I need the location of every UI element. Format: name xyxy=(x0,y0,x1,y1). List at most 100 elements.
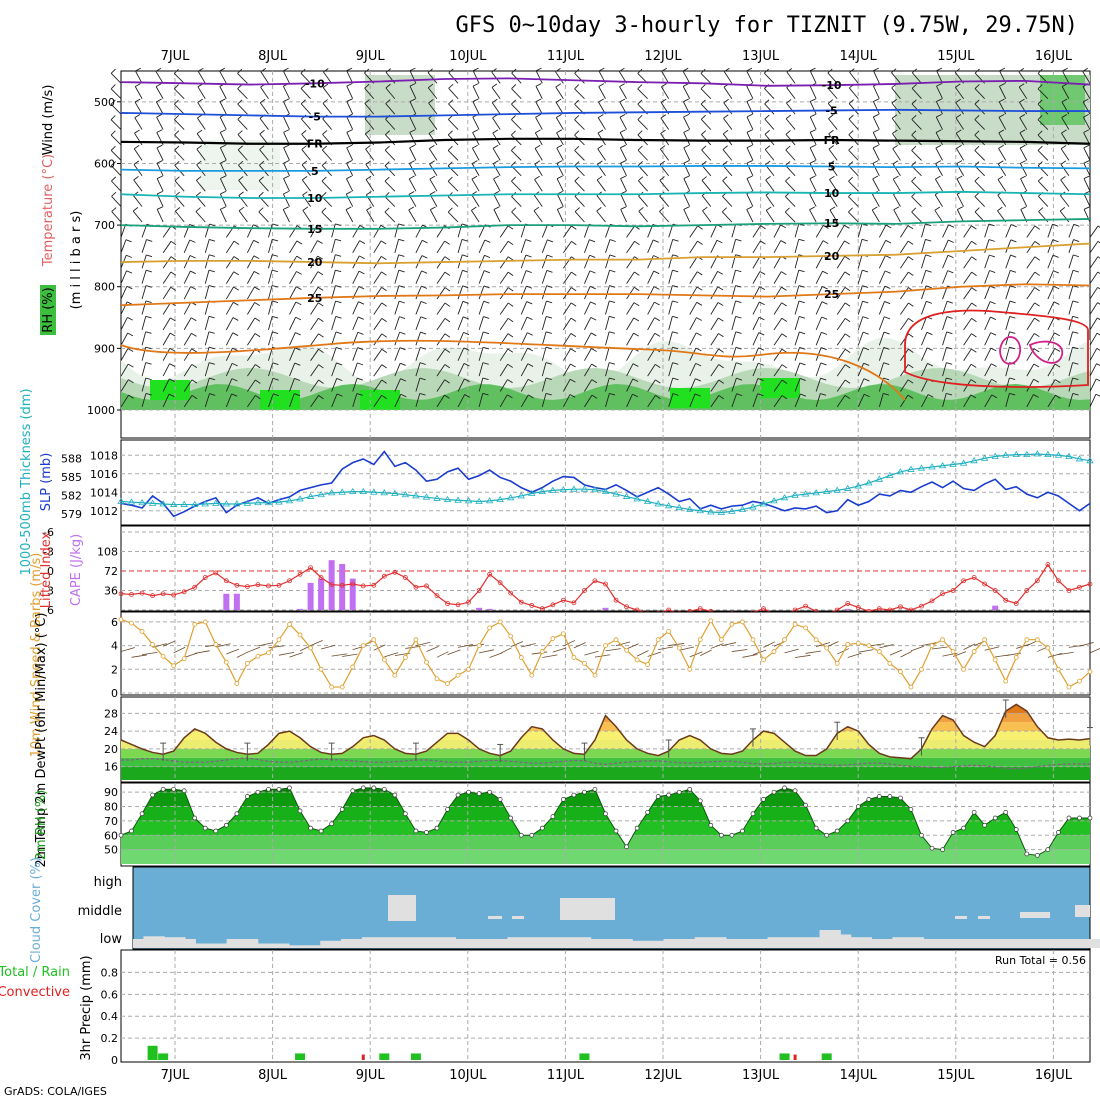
wind-barb xyxy=(183,286,192,300)
wind-barb-flag xyxy=(1037,84,1043,90)
wind-barb-flag xyxy=(507,225,514,230)
wind-barb-flag xyxy=(974,145,980,151)
thickness-point xyxy=(412,492,420,499)
wind-barb xyxy=(323,71,333,84)
wind-barb-flag xyxy=(126,254,132,258)
cloud-low-bar xyxy=(153,936,165,948)
wind-barb-flag xyxy=(1083,160,1090,164)
wind-barb xyxy=(1026,256,1036,269)
wind-barb xyxy=(1005,316,1011,330)
wind-barb xyxy=(183,395,193,408)
wind-barb xyxy=(541,377,547,392)
thickness-point xyxy=(507,494,515,501)
panel-lifted-frame xyxy=(120,525,1091,612)
rh-point xyxy=(487,789,492,795)
wind-barb-flag xyxy=(757,393,764,397)
wind-barb xyxy=(942,393,947,408)
wind-barb xyxy=(574,119,585,130)
wind-barb xyxy=(394,347,401,361)
wind-barb-flag xyxy=(956,144,962,149)
wind-barb-flag xyxy=(655,379,661,384)
wind-barb-flag xyxy=(718,379,724,384)
credit-label: GrADS: COLA/IGES xyxy=(4,1085,107,1098)
wind-barb-flag xyxy=(233,301,239,306)
wind-barb xyxy=(1047,348,1056,361)
cloud-low-bar xyxy=(351,939,363,948)
temp-label: 5 xyxy=(311,165,319,178)
wind-barb-flag xyxy=(534,144,541,149)
wind-barb-flag xyxy=(781,286,787,291)
wind-barb xyxy=(605,254,611,269)
surface-wind-barbs xyxy=(120,639,1100,658)
wind-barb-flag xyxy=(156,129,163,133)
wind-barb xyxy=(111,180,122,192)
wind-barb-flag xyxy=(672,254,679,257)
rh-point xyxy=(961,825,966,831)
wind-barb xyxy=(700,88,712,100)
wind-barb-flag xyxy=(546,269,553,273)
wind-barb xyxy=(289,362,296,377)
wind-barb-flag xyxy=(1010,254,1017,258)
wind-barb-flag xyxy=(672,393,679,396)
wind-barb-flag xyxy=(862,269,869,273)
wind-barb-flag xyxy=(637,115,643,120)
wind-barb-flag xyxy=(1009,331,1016,334)
surface-barb xyxy=(879,643,894,649)
wind-barb-flag xyxy=(570,348,576,353)
wind-barb-flag xyxy=(471,160,478,165)
cloud-low-bar xyxy=(1017,939,1029,948)
wind-barb-flag xyxy=(1033,363,1040,368)
wind-barb xyxy=(872,101,880,115)
wind-barb xyxy=(436,364,446,377)
cloud-low-bar xyxy=(913,937,925,948)
wind-barb-flag xyxy=(556,160,563,164)
wind-barb xyxy=(626,394,633,408)
wind-barb xyxy=(921,239,926,253)
wind-barb xyxy=(1005,377,1010,392)
wind-barb xyxy=(520,379,529,392)
li-tick-label: -6 xyxy=(43,526,54,539)
wind-barb xyxy=(282,85,290,99)
wind-barb xyxy=(974,196,985,207)
wind-barb xyxy=(1005,224,1012,238)
wind-barb-flag xyxy=(381,318,387,323)
wind-barb-flag xyxy=(110,161,116,167)
wind-barb xyxy=(809,116,817,130)
wind-speed-point xyxy=(381,657,387,663)
wind-barb-flag xyxy=(430,206,436,211)
wind-barb xyxy=(535,101,543,115)
wind-barb-flag xyxy=(589,254,596,258)
wind-barb xyxy=(1089,317,1098,331)
rh-band-90 xyxy=(260,390,300,410)
wind-barb-flag xyxy=(126,270,133,274)
wind-barb-flag xyxy=(255,395,261,400)
wind-barb xyxy=(1068,347,1073,361)
wind-barb xyxy=(183,317,192,331)
thickness-point xyxy=(338,488,346,495)
surface-barb xyxy=(162,640,176,647)
wind-barb-flag xyxy=(253,255,260,259)
wind-barb xyxy=(511,196,522,207)
wind-barb-flag xyxy=(609,393,616,396)
wind-barb-flag xyxy=(999,83,1005,87)
wind-barb xyxy=(637,149,648,161)
wind-tick-label: 2 xyxy=(111,663,118,676)
wind-barb-flag xyxy=(654,317,660,322)
wind-barb-flag xyxy=(848,176,854,182)
wind-barb-flag xyxy=(798,269,805,273)
wind-barb-flag xyxy=(637,161,643,166)
wind-barb xyxy=(773,255,782,269)
wind-barb-flag xyxy=(653,286,660,290)
wind-barb-flag xyxy=(907,394,914,399)
wind-barb-flag xyxy=(820,393,827,396)
wind-barb xyxy=(1047,317,1055,331)
wind-barb-flag xyxy=(809,67,816,72)
wind-barb xyxy=(857,362,865,377)
slp-tick-label: 1016 xyxy=(90,468,118,481)
wind-speed-point xyxy=(1024,637,1030,643)
wind-barb-flag xyxy=(660,145,666,150)
wind-barb xyxy=(331,362,337,377)
cloud-low-bar xyxy=(185,939,196,948)
li-point xyxy=(1045,562,1051,567)
wind-barb-flag xyxy=(174,161,180,166)
